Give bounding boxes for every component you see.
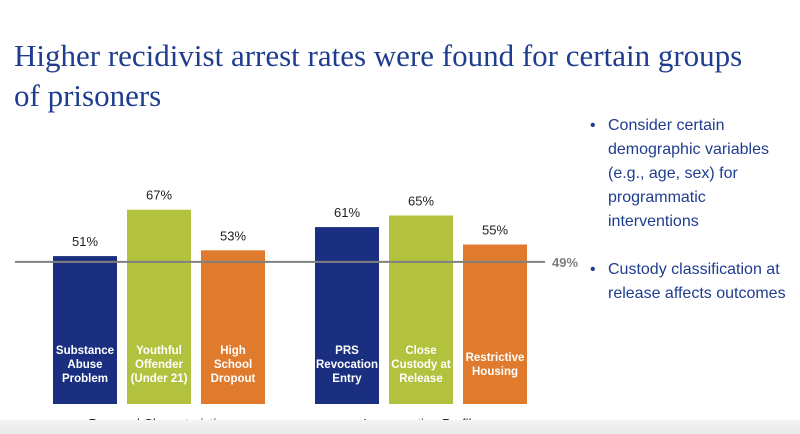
bar xyxy=(53,256,117,404)
bar-label: High xyxy=(220,345,246,357)
bar xyxy=(127,209,191,404)
bullet-item: Consider certain demographic variables (… xyxy=(586,114,796,234)
data-label: 67% xyxy=(146,188,172,203)
bar-label: Problem xyxy=(62,373,108,385)
bar-label: Substance xyxy=(56,345,114,357)
reference-line-label: 49% xyxy=(552,255,578,270)
footer-band xyxy=(0,420,800,434)
bar xyxy=(463,244,527,404)
data-label: 61% xyxy=(334,205,360,220)
bar-label: Abuse xyxy=(67,359,102,371)
bar-label: Youthful xyxy=(136,345,182,357)
slide-title: Higher recidivist arrest rates were foun… xyxy=(14,38,743,113)
bar-label: Release xyxy=(399,373,442,385)
bar xyxy=(315,227,379,404)
bar-label: Revocation xyxy=(316,359,378,371)
bar-label: Custody at xyxy=(391,359,451,371)
bar xyxy=(201,250,265,404)
data-label: 51% xyxy=(72,234,98,249)
bar-label: Dropout xyxy=(211,373,256,385)
data-label: 53% xyxy=(220,228,246,243)
bar-label: PRS xyxy=(335,345,359,357)
bullet-list: Consider certain demographic variables (… xyxy=(586,114,796,330)
data-label: 55% xyxy=(482,223,508,238)
data-label: 65% xyxy=(408,194,434,209)
bar-label: School xyxy=(214,359,252,371)
bar-label: Restrictive xyxy=(466,352,525,364)
bar-label: Entry xyxy=(332,373,362,385)
bullet-item: Custody classification at release affect… xyxy=(586,258,796,306)
bar xyxy=(389,215,453,404)
bar-label: (Under 21) xyxy=(131,373,188,385)
bar-label: Offender xyxy=(135,359,183,371)
bar-label: Housing xyxy=(472,366,518,378)
bar-label: Close xyxy=(405,345,436,357)
